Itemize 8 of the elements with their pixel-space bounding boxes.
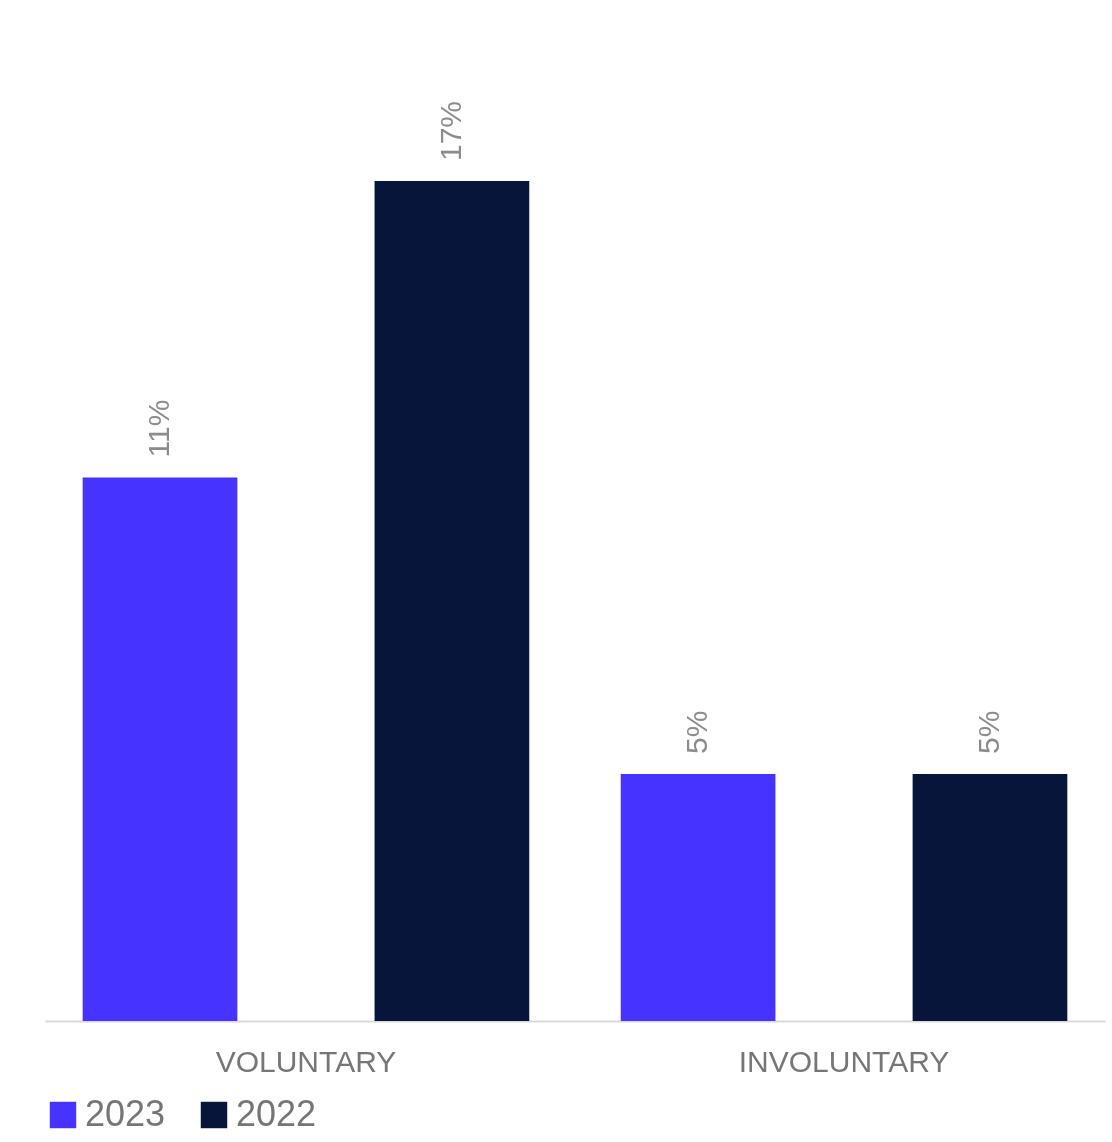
legend-label: 2023 [85,1093,166,1134]
data-label: 11% [142,399,176,458]
legend-label: 2022 [236,1093,317,1134]
x-tick-label: INVOLUNTARY [738,1044,950,1078]
data-label: 5% [680,710,714,754]
data-label: 5% [971,710,1005,754]
x-tick-label: VOLUNTARY [215,1044,397,1078]
data-label: 17% [433,100,467,161]
